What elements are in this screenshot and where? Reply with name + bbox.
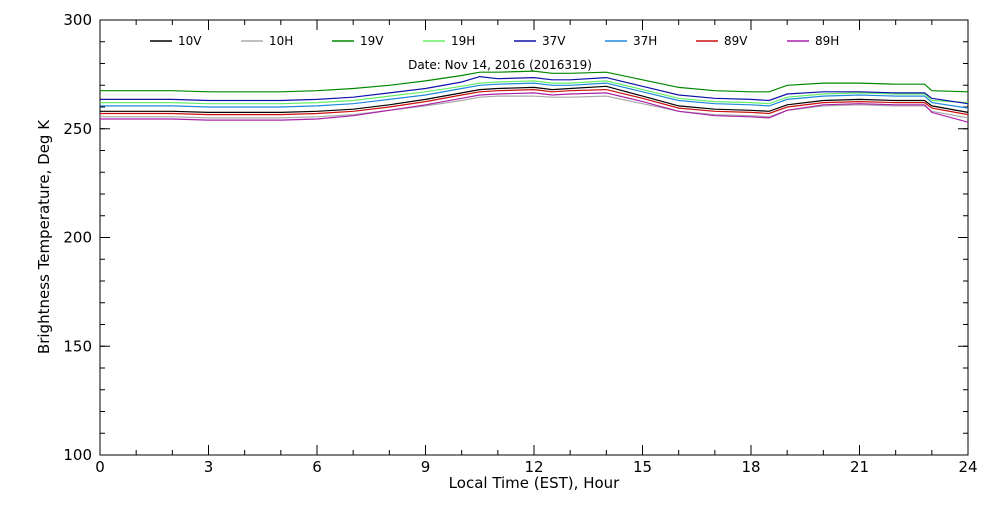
chart-title: Date: Nov 14, 2016 (2016319) — [408, 58, 592, 72]
series-line-10v — [100, 85, 969, 114]
legend-item-10v: 10V — [150, 34, 202, 48]
x-tick-label: 3 — [204, 458, 214, 476]
series-line-89v — [100, 88, 969, 116]
legend: 10V 10H 19V 19H 37V 37H 89V 89H — [150, 34, 839, 48]
legend-label: 10H — [269, 34, 293, 48]
legend-label: 19V — [360, 34, 384, 48]
major-ticks — [99, 19, 969, 456]
series-line-19h — [100, 80, 969, 105]
x-tick-labels: 0 3 6 9 12 15 18 21 24 — [95, 458, 977, 476]
y-tick-label: 150 — [63, 337, 92, 355]
series-line-37v — [100, 75, 969, 105]
y-tick-label: 300 — [63, 11, 92, 29]
y-axis-title: Brightness Temperature, Deg K — [35, 119, 53, 354]
legend-label: 89H — [815, 34, 839, 48]
x-axis-title: Local Time (EST), Hour — [449, 474, 620, 492]
legend-item-19h: 19H — [423, 34, 475, 48]
legend-item-37v: 37V — [514, 34, 566, 48]
series-lines — [100, 70, 969, 123]
x-tick-label: 24 — [958, 458, 977, 476]
series-line-37h — [100, 82, 969, 109]
plot-frame — [99, 19, 969, 456]
legend-item-10h: 10H — [241, 34, 293, 48]
x-tick-label: 21 — [850, 458, 869, 476]
legend-label: 37V — [542, 34, 566, 48]
series-line-89h — [100, 92, 969, 123]
x-tick-label: 0 — [95, 458, 105, 476]
y-tick-label: 200 — [63, 229, 92, 247]
y-tick-label: 250 — [63, 120, 92, 138]
legend-item-89v: 89V — [696, 34, 748, 48]
legend-item-19v: 19V — [332, 34, 384, 48]
y-tick-labels: 100 150 200 250 300 — [63, 11, 92, 464]
x-tick-label: 9 — [421, 458, 431, 476]
series-line-19v — [100, 70, 969, 93]
y-tick-label: 100 — [63, 446, 92, 464]
x-tick-label: 15 — [633, 458, 652, 476]
x-tick-label: 18 — [741, 458, 760, 476]
x-tick-label: 6 — [312, 458, 322, 476]
legend-label: 10V — [178, 34, 202, 48]
legend-label: 19H — [451, 34, 475, 48]
legend-label: 37H — [633, 34, 657, 48]
legend-item-89h: 89H — [787, 34, 839, 48]
legend-item-37h: 37H — [605, 34, 657, 48]
series-line-10h — [100, 95, 969, 119]
minor-ticks — [99, 19, 969, 456]
x-tick-label: 12 — [524, 458, 543, 476]
legend-label: 89V — [724, 34, 748, 48]
